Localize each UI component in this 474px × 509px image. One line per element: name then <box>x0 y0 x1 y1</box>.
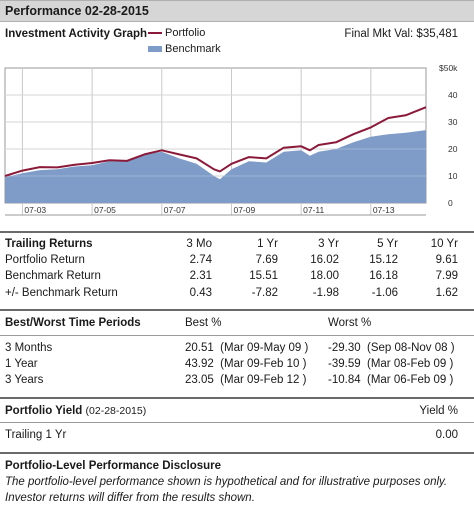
table-row: +/- Benchmark Return 0.43 -7.82 -1.98 -1… <box>0 286 474 300</box>
benchmark-area <box>5 130 426 203</box>
row-label: Trailing 1 Yr <box>5 429 67 441</box>
divider <box>0 335 474 336</box>
cell: -1.98 <box>312 287 339 299</box>
table-row: 1 Year 43.92 (Mar 09-Feb 10 ) -39.59 (Ma… <box>0 357 474 371</box>
cell: 2.74 <box>189 254 212 266</box>
trailing-col-5yr: 5 Yr <box>377 238 398 250</box>
investment-activity-chart: 07-03 07-05 07-07 07-09 07-11 07-13 $50k 40 30 20… <box>0 61 474 226</box>
trailing-col-3mo: 3 Mo <box>186 238 212 250</box>
x-tick-label: 07-05 <box>94 205 116 215</box>
table-row: Trailing 1 Yr 0.00 <box>0 428 474 442</box>
trailing-col-1yr: 1 Yr <box>257 238 278 250</box>
table-row: 3 Years 23.05 (Mar 09-Feb 12 ) -10.84 (M… <box>0 373 474 387</box>
yield-title-wrap: Portfolio Yield (02-28-2015) <box>5 404 146 418</box>
table-row: 3 Months 20.51 (Mar 09-May 09 ) -29.30 (… <box>0 341 474 355</box>
cell: -7.82 <box>251 287 278 299</box>
legend-portfolio-label: Portfolio <box>165 27 206 39</box>
legend-benchmark: Benchmark <box>148 43 221 55</box>
trailing-col-3yr: 3 Yr <box>318 238 339 250</box>
cell: 9.61 <box>435 254 458 266</box>
legend-benchmark-swatch <box>148 46 162 52</box>
y-tick-label: 10 <box>448 171 458 181</box>
final-market-value: Final Mkt Val: $35,481 <box>344 28 458 40</box>
yield-value: 0.00 <box>435 429 458 441</box>
graph-header: Investment Activity Graph Portfolio Benc… <box>0 25 474 61</box>
yield-date: (02-28-2015) <box>85 405 147 417</box>
legend-portfolio: Portfolio <box>148 27 205 39</box>
cell: 1.62 <box>435 287 458 299</box>
cell: 15.12 <box>369 254 398 266</box>
divider <box>0 231 474 233</box>
yield-header-row: Portfolio Yield (02-28-2015) Yield % <box>0 404 474 418</box>
best-value: 23.05 (Mar 09-Feb 12 ) <box>185 374 307 386</box>
divider <box>0 397 474 399</box>
worst-header: Worst % <box>328 317 372 329</box>
yield-header: Yield % <box>419 405 458 417</box>
best-header: Best % <box>185 317 222 329</box>
x-tick-label: 07-13 <box>373 205 395 215</box>
best-value: 43.92 (Mar 09-Feb 10 ) <box>185 358 307 370</box>
cell: 16.18 <box>369 270 398 282</box>
y-tick-label: 20 <box>448 144 458 154</box>
worst-value: -10.84 (Mar 06-Feb 09 ) <box>328 374 454 386</box>
cell: -1.06 <box>371 287 398 299</box>
cell: 7.99 <box>435 270 458 282</box>
yield-title: Portfolio Yield <box>5 405 83 417</box>
trailing-title: Trailing Returns <box>5 238 93 250</box>
x-tick-label: 07-09 <box>233 205 255 215</box>
disclosure-line-2: Investor returns will differ from the re… <box>5 492 255 504</box>
cell: 0.43 <box>189 287 212 299</box>
bestworst-header-row: Best/Worst Time Periods Best % Worst % <box>0 316 474 330</box>
page-title: Performance 02-28-2015 <box>0 0 474 22</box>
table-row: Portfolio Return 2.74 7.69 16.02 15.12 9… <box>0 253 474 267</box>
legend-portfolio-swatch <box>148 32 162 34</box>
table-row: Benchmark Return 2.31 15.51 18.00 16.18 … <box>0 269 474 283</box>
bestworst-title: Best/Worst Time Periods <box>5 317 141 329</box>
y-unit-label: $50k <box>439 63 458 73</box>
divider <box>0 309 474 311</box>
trailing-col-10yr: 10 Yr <box>430 238 458 250</box>
y-tick-label: 40 <box>448 90 458 100</box>
y-tick-label: 0 <box>448 198 453 208</box>
divider <box>0 452 474 454</box>
worst-value: -39.59 (Mar 08-Feb 09 ) <box>328 358 454 370</box>
disclosure-title: Portfolio-Level Performance Disclosure <box>5 460 222 472</box>
row-label: 3 Months <box>5 342 53 354</box>
trailing-header-row: Trailing Returns 3 Mo 1 Yr 3 Yr 5 Yr 10 … <box>0 237 474 251</box>
row-label: Benchmark Return <box>5 270 101 282</box>
cell: 7.69 <box>255 254 278 266</box>
divider <box>0 422 474 423</box>
cell: 15.51 <box>249 270 278 282</box>
disclosure-line-1: The portfolio-level performance shown is… <box>5 476 448 488</box>
best-value: 20.51 (Mar 09-May 09 ) <box>185 342 309 354</box>
row-label: 3 Years <box>5 374 44 386</box>
row-label: +/- Benchmark Return <box>5 287 118 299</box>
disclosure-line: Investor returns will differ from the re… <box>0 491 474 505</box>
x-tick-label: 07-11 <box>303 205 324 215</box>
cell: 18.00 <box>310 270 339 282</box>
portfolio-line <box>4 106 427 177</box>
legend-benchmark-label: Benchmark <box>165 43 221 55</box>
disclosure-title-row: Portfolio-Level Performance Disclosure <box>0 459 474 473</box>
x-tick-label: 07-07 <box>164 205 186 215</box>
worst-value: -29.30 (Sep 08-Nov 08 ) <box>328 342 455 354</box>
cell: 2.31 <box>189 270 212 282</box>
row-label: Portfolio Return <box>5 254 85 266</box>
graph-title: Investment Activity Graph <box>5 28 148 40</box>
disclosure-line: The portfolio-level performance shown is… <box>0 475 474 489</box>
chart-svg: 07-03 07-05 07-07 07-09 07-11 07-13 $50k 40 30 20… <box>4 63 458 216</box>
x-tick-label: 07-03 <box>24 205 46 215</box>
row-label: 1 Year <box>5 358 38 370</box>
cell: 16.02 <box>310 254 339 266</box>
y-tick-label: 30 <box>448 117 458 127</box>
